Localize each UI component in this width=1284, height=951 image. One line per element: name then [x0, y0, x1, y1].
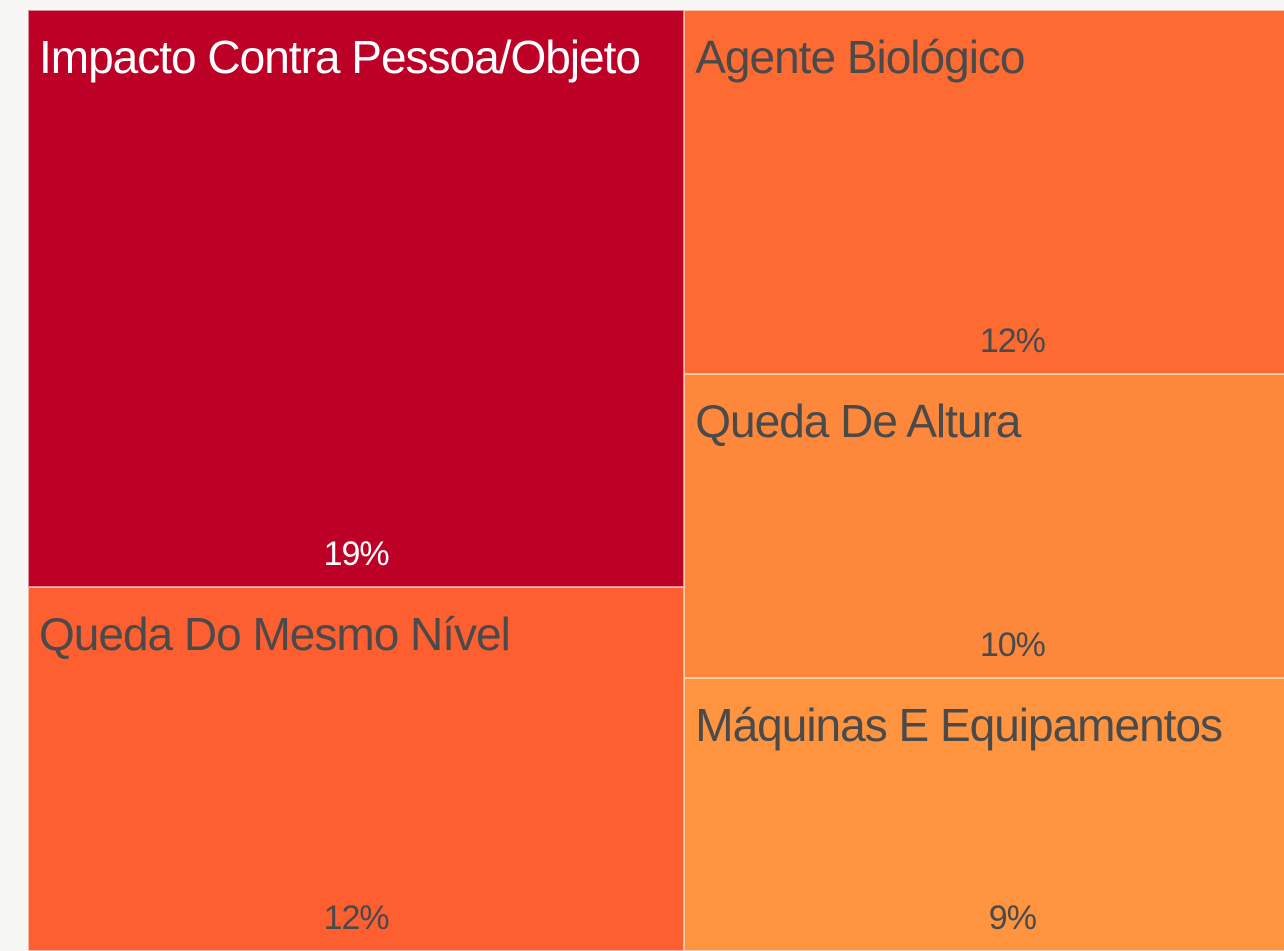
- treemap-cell: Queda De Altura 10%: [684, 374, 1284, 678]
- treemap-cell: Máquinas E Equipamentos 9%: [684, 677, 1284, 951]
- treemap-cell: Agente Biológico 12%: [684, 10, 1284, 375]
- treemap-cell: Queda Do Mesmo Nível 12%: [28, 586, 685, 951]
- value-label: 12%: [323, 898, 390, 937]
- cell-label: Queda De Altura: [695, 395, 1021, 448]
- cell-label: Máquinas E Equipamentos: [695, 698, 1223, 751]
- value-label: 19%: [323, 534, 390, 573]
- value-label: 10%: [979, 625, 1046, 664]
- cell-label: Agente Biológico: [695, 31, 1025, 83]
- treemap-cell: Impacto Contra Pessoa/Objeto 19%: [28, 10, 685, 587]
- cell-label: Impacto Contra Pessoa/Objeto: [39, 31, 641, 83]
- treemap: Impacto Contra Pessoa/Objeto 19% Queda Do …: [28, 10, 1284, 951]
- cell-label: Queda Do Mesmo Nível: [39, 607, 511, 660]
- value-label: 12%: [979, 322, 1046, 361]
- value-label: 9%: [988, 898, 1037, 937]
